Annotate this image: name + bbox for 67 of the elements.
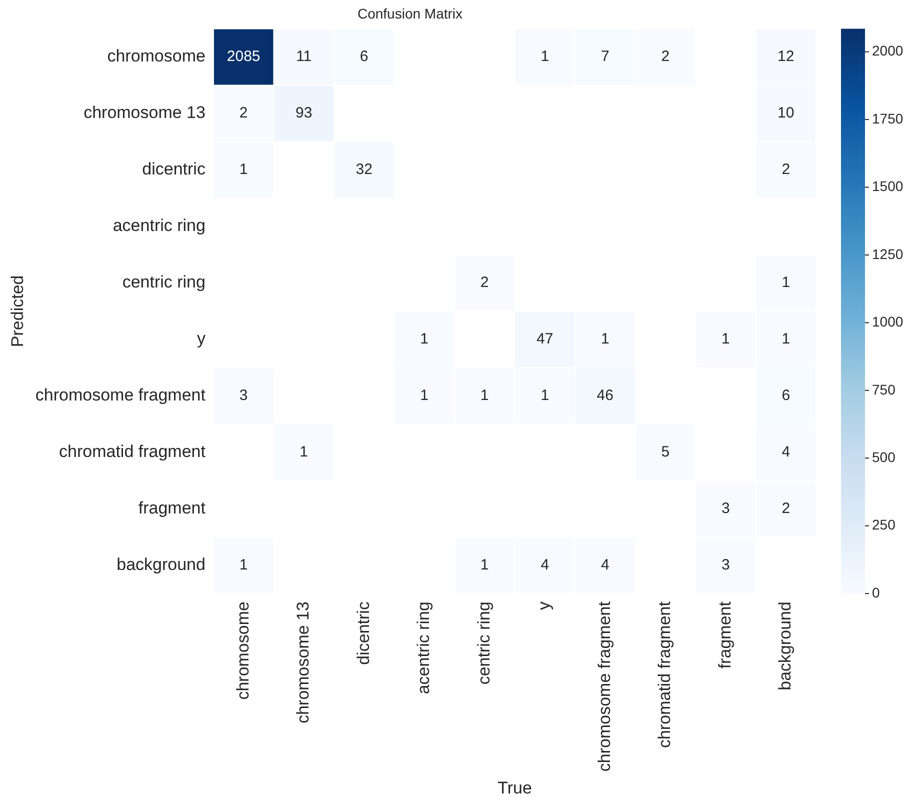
x-tick-label: centric ring: [474, 602, 494, 685]
y-tick-label: chromosome 13: [84, 103, 206, 122]
data-label: 1: [420, 387, 429, 404]
y-tick-label: centric ring: [122, 272, 206, 292]
data-label: 10: [778, 104, 794, 122]
data-label: 1: [782, 330, 790, 348]
data-label: 4: [600, 556, 610, 574]
data-label: 1: [480, 387, 489, 404]
data-label: 2: [480, 274, 489, 292]
color-bar-label: 750: [872, 381, 896, 398]
data-label: 4: [540, 556, 550, 574]
data-label: 2: [661, 48, 670, 66]
data-label: 6: [782, 387, 790, 404]
color-bar-label: 1000: [872, 314, 904, 330]
y-tick-label: acentric ring: [112, 216, 206, 236]
x-axis-title: True: [498, 778, 532, 798]
y-tick-label: background: [116, 554, 206, 574]
color-bar-label: 1750: [872, 110, 904, 126]
data-label: 1: [721, 330, 730, 348]
data-label: 12: [778, 48, 794, 66]
data-label: 2: [782, 500, 790, 517]
x-tick-label: chromatid fragment: [655, 601, 674, 748]
data-label: 93: [296, 104, 312, 122]
chart-title: Confusion Matrix: [357, 5, 463, 22]
data-label: 1: [239, 161, 248, 178]
x-tick-label: acentric ring: [414, 602, 434, 694]
data-label: 1: [239, 556, 248, 574]
x-tick-label: y: [534, 601, 554, 610]
data-label: 1: [300, 443, 308, 460]
color-bar-label: 0: [872, 584, 880, 600]
x-tick-label: dicentric: [354, 601, 373, 665]
data-label: 1: [540, 387, 550, 404]
color-bar-label: 500: [872, 448, 896, 465]
y-tick-label: dicentric: [142, 160, 206, 179]
data-label: 3: [239, 387, 248, 404]
data-label: 1: [600, 330, 610, 348]
y-tick-label: chromosome: [107, 46, 206, 66]
data-label: 2: [782, 161, 790, 178]
color-bar-label: 1500: [872, 178, 904, 194]
y-tick-label: chromatid fragment: [59, 442, 206, 462]
color-bar-label: 250: [872, 516, 896, 533]
data-label: 3: [721, 556, 730, 574]
x-tick-label: fragment: [715, 601, 734, 669]
color-bar-label: 2000: [872, 42, 904, 59]
x-tick-label: chromosome 13: [294, 602, 313, 724]
data-label: 46: [596, 387, 614, 404]
y-tick-label: fragment: [138, 498, 206, 518]
y-tick-label: chromosome fragment: [35, 386, 206, 405]
data-label: 1: [540, 48, 550, 66]
data-label: 2: [239, 104, 248, 122]
y-axis-title: Predicted: [8, 275, 27, 348]
data-label: 1: [782, 274, 790, 292]
x-tick-label: background: [776, 602, 795, 690]
data-label: 7: [600, 48, 610, 66]
data-label: 6: [360, 48, 368, 66]
color-bar-label: 1250: [872, 246, 904, 262]
data-label: 5: [661, 443, 670, 460]
data-label: 47: [536, 330, 554, 348]
y-tick-label: y: [196, 329, 206, 348]
x-tick-label: chromosome fragment: [594, 601, 614, 772]
data-label: 4: [782, 443, 790, 460]
data-label: 11: [296, 48, 312, 66]
data-label: 3: [721, 500, 730, 517]
data-label: 32: [356, 161, 372, 178]
data-label: 1: [480, 556, 489, 574]
data-label: 2085: [226, 48, 260, 66]
data-label: 1: [420, 330, 429, 348]
